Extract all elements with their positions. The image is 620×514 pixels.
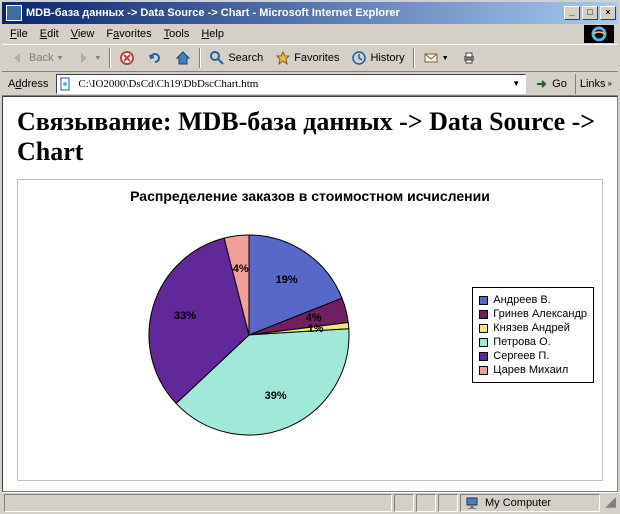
- home-icon: [175, 50, 191, 66]
- page-heading: Связывание: MDB-база данных -> Data Sour…: [17, 107, 603, 167]
- legend-swatch: [479, 366, 488, 375]
- search-label: Search: [228, 52, 263, 64]
- favorites-icon: [275, 50, 291, 66]
- back-icon: [10, 50, 26, 66]
- chart-body: 19%4%1%39%33%4% Андреев В.Гринев Алексан…: [26, 210, 594, 460]
- legend-swatch: [479, 310, 488, 319]
- print-icon: [461, 50, 477, 66]
- legend-label: Андреев В.: [493, 294, 550, 306]
- separator: [109, 48, 111, 68]
- pie-slice-label: 19%: [276, 274, 298, 286]
- favorites-label: Favorites: [294, 52, 339, 64]
- legend-swatch: [479, 296, 488, 305]
- refresh-button[interactable]: [141, 48, 169, 68]
- page-content: Связывание: MDB-база данных -> Data Sour…: [2, 96, 618, 492]
- menu-file[interactable]: File: [4, 26, 34, 42]
- address-bar: Address ▼ Go Links »: [2, 72, 618, 96]
- address-input[interactable]: [76, 77, 509, 91]
- document-icon: [59, 77, 73, 91]
- legend-swatch: [479, 352, 488, 361]
- address-box[interactable]: ▼: [56, 74, 526, 94]
- chart-title: Распределение заказов в стоимостном исчи…: [26, 188, 594, 204]
- status-cell: [438, 494, 458, 512]
- window-title: MDB-база данных -> Data Source -> Chart …: [26, 7, 564, 19]
- window-buttons: _ □ ×: [564, 6, 616, 20]
- toolbar: Back ▼ ▼: [2, 44, 618, 72]
- address-dropdown-icon[interactable]: ▼: [509, 79, 523, 88]
- refresh-icon: [147, 50, 163, 66]
- go-button[interactable]: Go: [530, 74, 571, 94]
- favorites-button[interactable]: Favorites: [269, 48, 345, 68]
- menu-help[interactable]: Help: [195, 26, 230, 42]
- dropdown-icon: ▼: [56, 55, 63, 62]
- chevron-right-icon: »: [608, 79, 612, 88]
- menu-view[interactable]: View: [65, 26, 101, 42]
- stop-icon: [119, 50, 135, 66]
- history-icon: [351, 50, 367, 66]
- legend-label: Князев Андрей: [493, 322, 570, 334]
- legend-item: Андреев В.: [479, 294, 587, 306]
- links-toolbar[interactable]: Links »: [575, 74, 616, 94]
- chart-legend: Андреев В. Гринев Александр Князев Андрей П…: [472, 287, 594, 383]
- dropdown-icon: ▼: [94, 55, 101, 62]
- computer-icon: [465, 495, 481, 511]
- history-label: History: [370, 52, 404, 64]
- legend-swatch: [479, 338, 488, 347]
- legend-item: Князев Андрей: [479, 322, 587, 334]
- ie-logo: [584, 25, 614, 43]
- pie-slice-label: 33%: [174, 310, 196, 322]
- print-button[interactable]: [455, 48, 483, 68]
- address-label: Address: [4, 78, 52, 90]
- back-label: Back: [29, 52, 53, 64]
- legend-label: Сергеев П.: [493, 350, 549, 362]
- legend-item: Гринев Александр: [479, 308, 587, 320]
- stop-button[interactable]: [113, 48, 141, 68]
- menu-edit[interactable]: Edit: [34, 26, 65, 42]
- menubar: File Edit View Favorites Tools Help: [2, 24, 618, 44]
- separator: [413, 48, 415, 68]
- resize-grip[interactable]: ◢: [602, 494, 616, 512]
- pie-slice-label: 39%: [265, 390, 287, 402]
- legend-item: Сергеев П.: [479, 350, 587, 362]
- mail-button[interactable]: ▼: [417, 48, 455, 68]
- menu-tools[interactable]: Tools: [158, 26, 196, 42]
- legend-label: Гринев Александр: [493, 308, 587, 320]
- search-button[interactable]: Search: [203, 48, 269, 68]
- go-icon: [534, 76, 550, 92]
- separator: [199, 48, 201, 68]
- legend-item: Царев Михаил: [479, 364, 587, 376]
- pie-holder: 19%4%1%39%33%4%: [26, 220, 472, 450]
- app-icon: [6, 5, 22, 21]
- status-message: [4, 494, 392, 512]
- status-cell: [416, 494, 436, 512]
- maximize-button[interactable]: □: [582, 6, 598, 20]
- dropdown-icon: ▼: [442, 55, 449, 62]
- status-zone: My Computer: [460, 494, 600, 512]
- links-label: Links: [580, 78, 606, 90]
- legend-swatch: [479, 324, 488, 333]
- menu-favorites[interactable]: Favorites: [100, 26, 157, 42]
- legend-label: Царев Михаил: [493, 364, 568, 376]
- close-button[interactable]: ×: [600, 6, 616, 20]
- mail-icon: [423, 50, 439, 66]
- forward-icon: [75, 50, 91, 66]
- legend-item: Петрова О.: [479, 336, 587, 348]
- forward-button[interactable]: ▼: [69, 48, 107, 68]
- minimize-button[interactable]: _: [564, 6, 580, 20]
- pie-slice-label: 1%: [308, 323, 324, 335]
- history-button[interactable]: History: [345, 48, 410, 68]
- pie-slice-label: 4%: [233, 263, 249, 275]
- chart-container: Распределение заказов в стоимостном исчи…: [17, 179, 603, 481]
- home-button[interactable]: [169, 48, 197, 68]
- back-button[interactable]: Back ▼: [4, 48, 69, 68]
- titlebar: MDB-база данных -> Data Source -> Chart …: [2, 2, 618, 24]
- browser-window: MDB-база данных -> Data Source -> Chart …: [0, 0, 620, 514]
- status-zone-label: My Computer: [485, 497, 551, 509]
- pie-chart: 19%4%1%39%33%4%: [134, 220, 364, 450]
- status-cell: [394, 494, 414, 512]
- go-label: Go: [552, 78, 567, 90]
- status-bar: My Computer ◢: [2, 492, 618, 512]
- legend-label: Петрова О.: [493, 336, 550, 348]
- search-icon: [209, 50, 225, 66]
